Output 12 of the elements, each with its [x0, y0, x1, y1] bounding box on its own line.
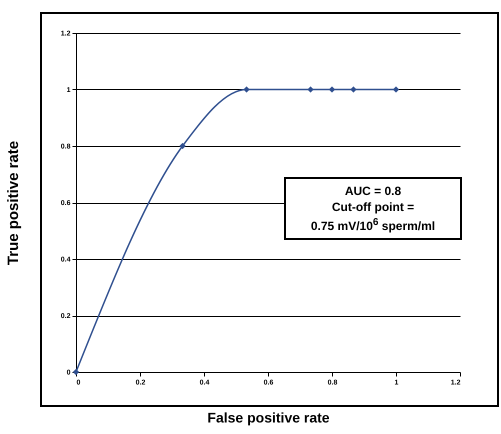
annotation: Cut-off point =: [330, 199, 416, 215]
point: [243, 86, 250, 93]
point: [179, 142, 186, 150]
point: [350, 86, 357, 93]
y-axis-title: True positive rate: [4, 140, 22, 266]
point: [307, 86, 314, 93]
point: [328, 86, 336, 93]
text-box: AUC = 0.8 Cut-off point = 0.75 mV/10$^{6}$ sperm/ml: [284, 177, 462, 240]
annotation: AUC = 0.8: [344, 183, 402, 199]
x-axis-title: False positive rate: [207, 410, 330, 426]
annotation: 0.75 mV/10$^{6}$ sperm/ml: [310, 216, 436, 234]
point: [392, 86, 400, 93]
